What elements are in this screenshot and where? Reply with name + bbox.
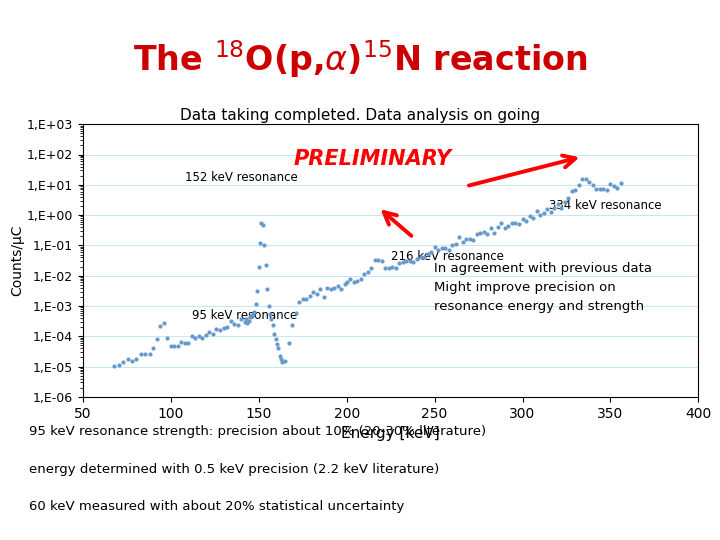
Y-axis label: Counts/μC: Counts/μC	[10, 225, 24, 296]
Text: 95 keV resonance strength: precision about 10% (20-30% literature): 95 keV resonance strength: precision abo…	[29, 424, 486, 438]
Text: 216 keV resonance: 216 keV resonance	[391, 250, 503, 263]
Text: Data taking completed. Data analysis on going: Data taking completed. Data analysis on …	[180, 108, 540, 123]
Text: In agreement with previous data
Might improve precision on
resonance energy and : In agreement with previous data Might im…	[433, 262, 652, 313]
X-axis label: Energy [keV]: Energy [keV]	[341, 426, 440, 441]
Text: The $^{18}$O(p,$\alpha$)$^{15}$N reaction: The $^{18}$O(p,$\alpha$)$^{15}$N reactio…	[132, 38, 588, 79]
Text: 95 keV resonance: 95 keV resonance	[192, 309, 297, 322]
Text: PRELIMINARY: PRELIMINARY	[293, 148, 451, 168]
Text: energy determined with 0.5 keV precision (2.2 keV literature): energy determined with 0.5 keV precision…	[29, 462, 439, 476]
Text: 334 keV resonance: 334 keV resonance	[549, 199, 662, 212]
Text: 152 keV resonance: 152 keV resonance	[185, 171, 297, 184]
Text: 60 keV measured with about 20% statistical uncertainty: 60 keV measured with about 20% statistic…	[29, 500, 404, 514]
